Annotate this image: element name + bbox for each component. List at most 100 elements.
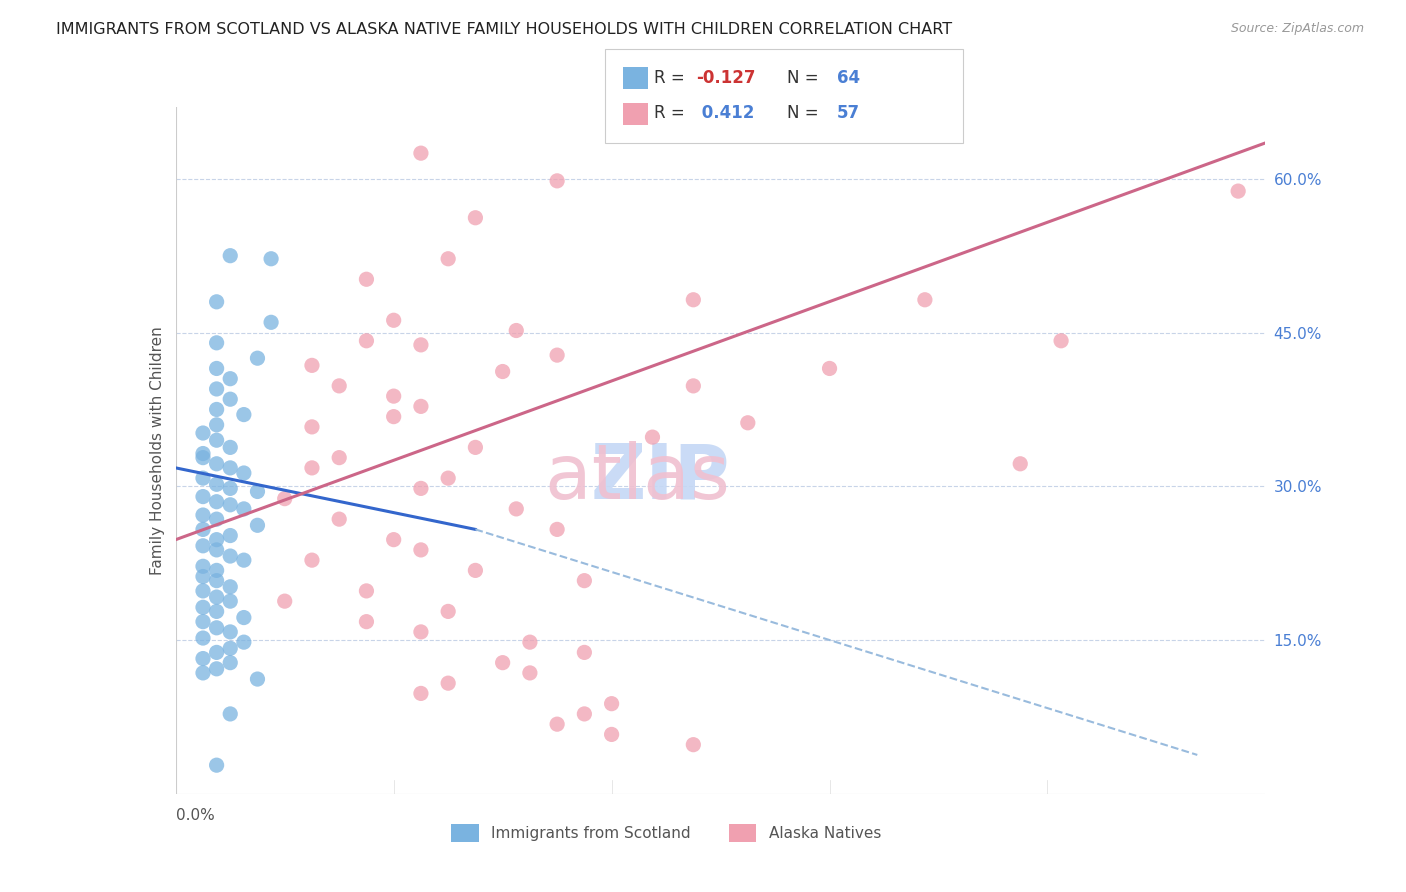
Point (914, 293, 936, 307)
Point (219, 594, 242, 608)
Point (409, 338, 432, 352)
Point (574, 706, 596, 721)
Point (205, 574, 228, 588)
Point (409, 686, 432, 700)
Point (219, 461, 242, 475)
Point (191, 569, 214, 583)
Point (205, 512, 228, 526)
Point (546, 717, 568, 731)
Point (409, 146, 432, 161)
Point (219, 392, 242, 407)
Point (356, 583, 378, 598)
Point (464, 563, 486, 577)
Point (191, 425, 214, 440)
Text: N =: N = (787, 69, 824, 87)
Point (1010, 457, 1032, 471)
Point (205, 402, 228, 417)
Point (505, 502, 527, 516)
Point (205, 417, 228, 432)
Point (328, 450, 350, 465)
Point (219, 249, 242, 263)
Point (219, 441, 242, 455)
Point (519, 665, 541, 680)
Point (205, 662, 228, 676)
Point (382, 409, 405, 424)
Point (219, 641, 242, 656)
Point (260, 315, 283, 329)
Point (191, 508, 214, 522)
Point (205, 604, 228, 618)
Point (232, 553, 254, 567)
Point (232, 466, 254, 480)
Point (219, 656, 242, 670)
Point (356, 615, 378, 629)
Point (600, 697, 623, 711)
Point (409, 624, 432, 639)
Point (682, 738, 704, 752)
Point (191, 559, 214, 574)
Point (191, 490, 214, 504)
Legend: Immigrants from Scotland, Alaska Natives: Immigrants from Scotland, Alaska Natives (446, 818, 887, 848)
Point (492, 365, 515, 379)
Point (464, 441, 486, 455)
Point (191, 539, 214, 553)
Point (219, 624, 242, 639)
Text: Source: ZipAtlas.com: Source: ZipAtlas.com (1230, 22, 1364, 36)
Point (205, 533, 228, 547)
Point (205, 590, 228, 604)
Point (191, 651, 214, 665)
Point (437, 604, 460, 618)
Point (1050, 334, 1073, 348)
Point (191, 446, 214, 460)
Point (205, 335, 228, 350)
Point (219, 549, 242, 563)
Point (546, 174, 568, 188)
Point (219, 706, 242, 721)
Point (191, 615, 214, 629)
Point (818, 361, 841, 376)
Point (205, 542, 228, 557)
Point (505, 324, 527, 338)
Text: -0.127: -0.127 (696, 69, 755, 87)
Point (600, 727, 623, 741)
Point (301, 553, 323, 567)
Point (219, 372, 242, 386)
Point (356, 334, 378, 348)
Point (232, 610, 254, 624)
Point (682, 379, 704, 393)
Point (246, 484, 269, 499)
Text: N =: N = (787, 104, 824, 122)
Point (205, 361, 228, 376)
Point (546, 348, 568, 362)
Text: 0.412: 0.412 (696, 104, 755, 122)
Point (191, 583, 214, 598)
Text: R =: R = (654, 104, 690, 122)
Point (737, 416, 759, 430)
Point (205, 494, 228, 508)
Text: IMMIGRANTS FROM SCOTLAND VS ALASKA NATIVE FAMILY HOUSEHOLDS WITH CHILDREN CORREL: IMMIGRANTS FROM SCOTLAND VS ALASKA NATIV… (56, 22, 952, 37)
Text: 57: 57 (837, 104, 859, 122)
Point (219, 580, 242, 594)
Point (205, 758, 228, 772)
Point (219, 482, 242, 496)
Point (205, 294, 228, 309)
Point (274, 594, 297, 608)
Point (382, 389, 405, 403)
Point (219, 498, 242, 512)
Text: 64: 64 (837, 69, 859, 87)
Point (328, 512, 350, 526)
Point (232, 502, 254, 516)
Point (260, 252, 283, 266)
Point (274, 491, 297, 506)
Point (301, 359, 323, 373)
Point (328, 379, 350, 393)
Point (464, 211, 486, 225)
Point (191, 631, 214, 645)
Point (519, 635, 541, 649)
Point (191, 665, 214, 680)
Point (205, 457, 228, 471)
Point (205, 382, 228, 396)
Point (205, 621, 228, 635)
Point (205, 434, 228, 448)
Point (437, 471, 460, 485)
